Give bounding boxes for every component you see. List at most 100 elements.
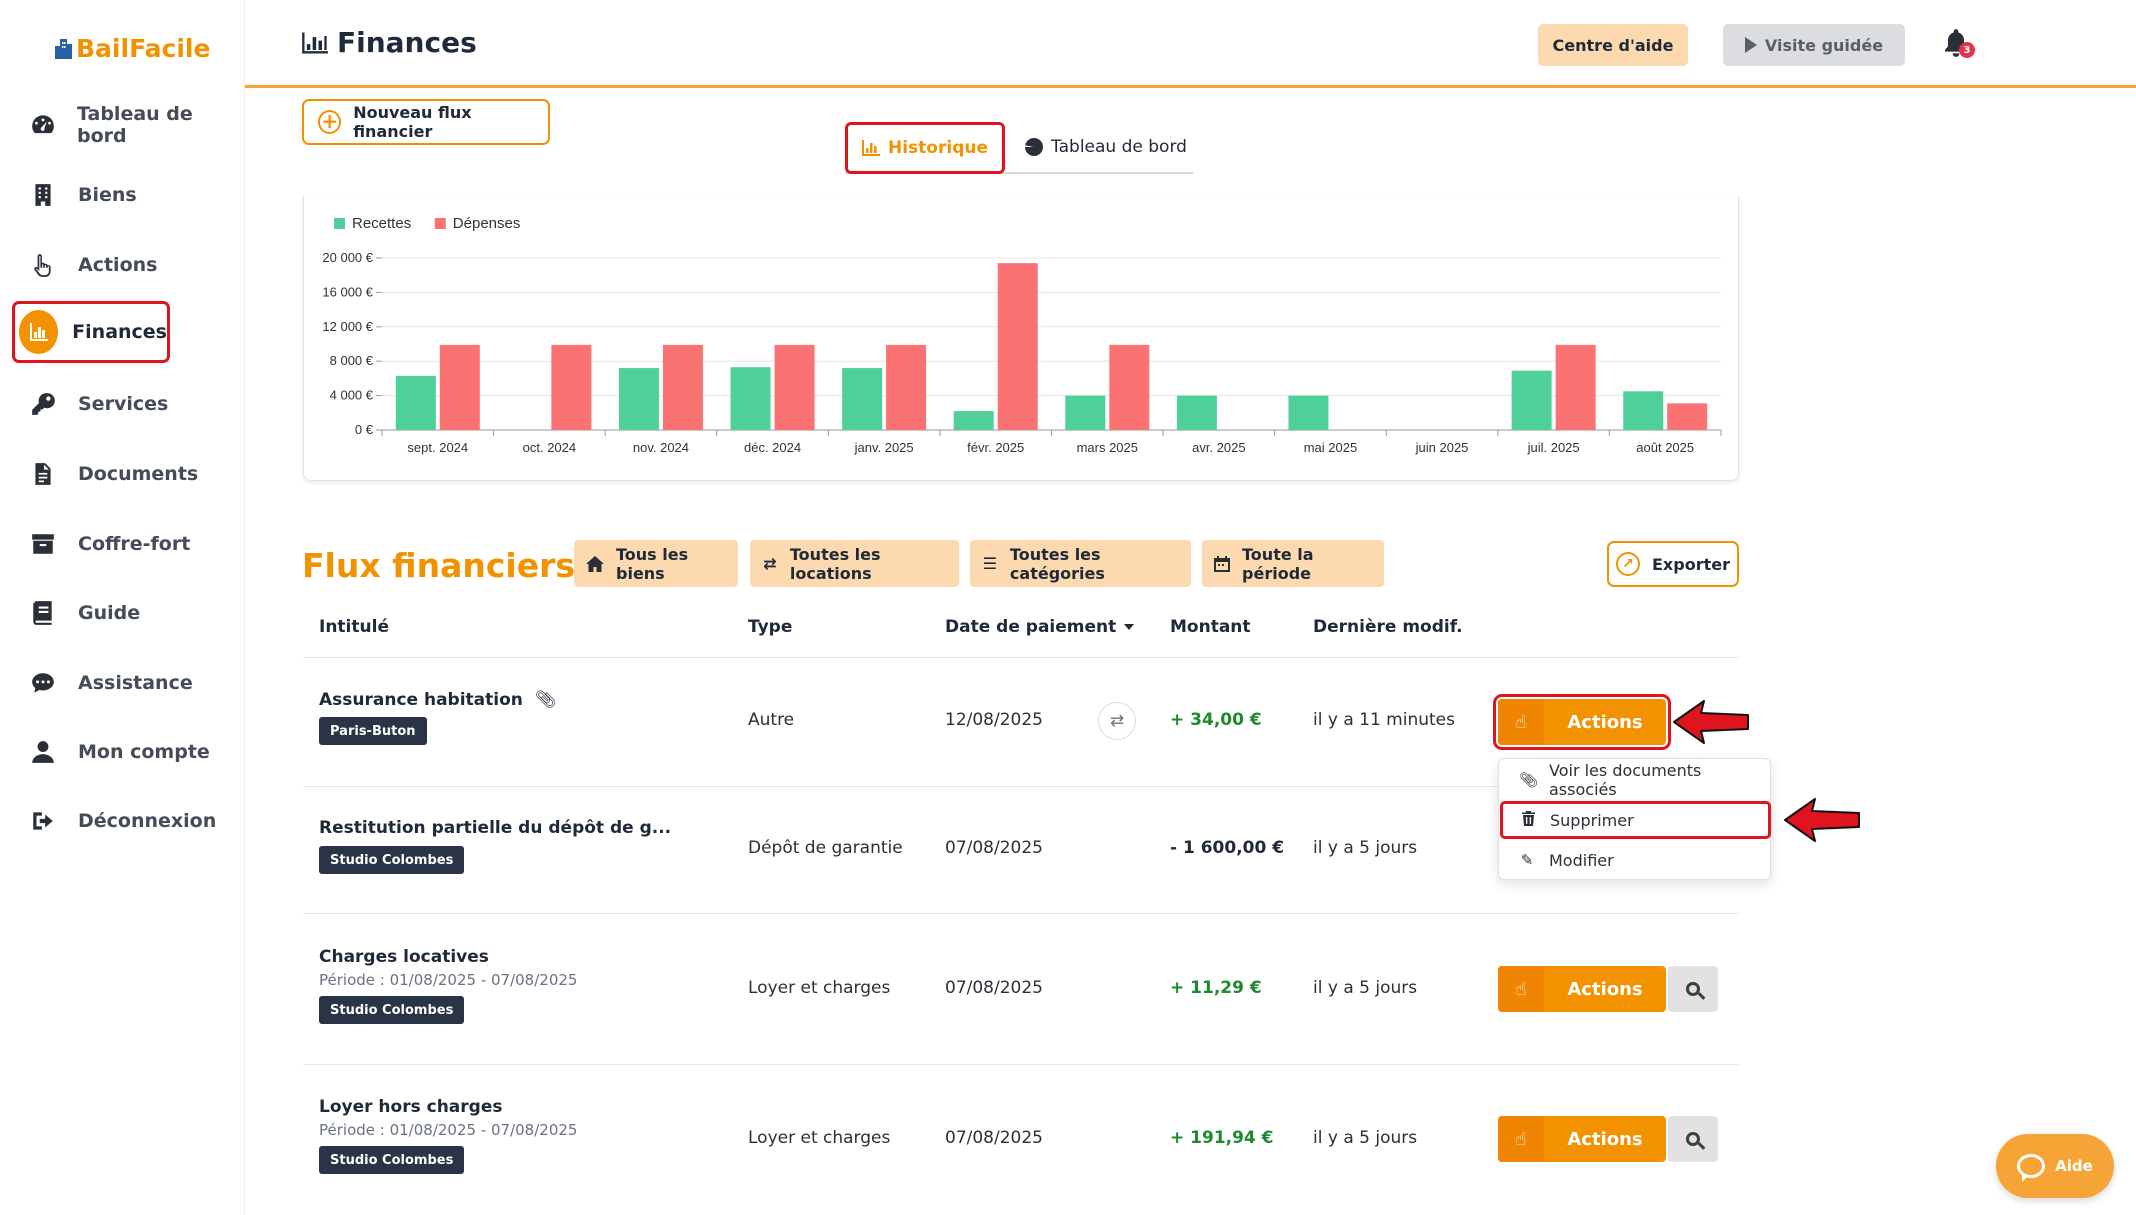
hand-pointer-icon: ☝︎ xyxy=(1498,966,1544,1012)
column-header-label[interactable]: Intitulé xyxy=(319,617,389,637)
menu-item-view-documents[interactable]: 📎︎ Voir les documents associés xyxy=(1499,761,1772,799)
row-last-modified: il y a 11 minutes xyxy=(1313,710,1455,730)
guided-tour-button[interactable]: Visite guidée xyxy=(1723,24,1905,66)
column-header-payment-date[interactable]: Date de paiement xyxy=(945,617,1135,637)
row-type: Loyer et charges xyxy=(748,978,891,998)
hand-pointer-icon: ☝︎ xyxy=(1498,1116,1544,1162)
column-header-type[interactable]: Type xyxy=(748,617,793,637)
row-amount: + 191,94 € xyxy=(1170,1128,1274,1148)
sidebar-item-tableau-de-bord[interactable]: Tableau de bord xyxy=(26,96,244,154)
bar-recettes xyxy=(730,367,771,430)
sidebar-item-documents[interactable]: Documents xyxy=(26,445,198,503)
help-chat-widget[interactable]: Aide xyxy=(1996,1134,2114,1198)
archive-box-icon xyxy=(26,527,60,561)
calendar-icon xyxy=(1214,555,1230,573)
row-title[interactable]: Assurance habitation 📎︎ xyxy=(319,690,556,710)
logout-icon xyxy=(26,804,60,838)
column-header-last-modified[interactable]: Dernière modif. xyxy=(1313,617,1463,637)
bar-depenses xyxy=(1555,344,1596,430)
filter-all-rentals[interactable]: ⇄ Toutes les locations xyxy=(750,540,959,587)
column-header-amount[interactable]: Montant xyxy=(1170,617,1251,637)
tab-tableau-de-bord[interactable]: Tableau de bord xyxy=(1019,122,1193,172)
bar-depenses xyxy=(662,344,703,430)
menu-item-edit[interactable]: ✎ Modifier xyxy=(1499,841,1772,879)
bar-recettes xyxy=(1065,395,1106,430)
play-icon xyxy=(1744,37,1757,53)
legend-label: Recettes xyxy=(352,215,411,232)
view-details-button[interactable] xyxy=(1668,966,1718,1012)
dashboard-gauge-icon xyxy=(26,108,59,142)
new-financial-flow-button[interactable]: + Nouveau flux financier xyxy=(302,99,550,145)
notifications-bell[interactable]: 3 xyxy=(1942,28,1976,62)
y-tick-label: 12 000 € xyxy=(322,319,373,334)
sidebar-item-label: Finances xyxy=(72,321,167,343)
list-icon: ☰ xyxy=(982,554,998,573)
actions-button[interactable]: ☝︎ Actions xyxy=(1498,1116,1666,1162)
row-period: Période : 01/08/2025 - 07/08/2025 xyxy=(319,1121,578,1139)
sidebar-item-deconnexion[interactable]: Déconnexion xyxy=(26,792,216,850)
sidebar-item-label: Services xyxy=(78,393,169,415)
chat-bubble-icon xyxy=(26,666,60,700)
x-tick-label: oct. 2024 xyxy=(523,440,577,455)
sidebar-item-assistance[interactable]: Assistance xyxy=(26,654,193,712)
filter-all-properties[interactable]: Tous les biens xyxy=(574,540,738,587)
pencil-icon: ✎ xyxy=(1520,851,1534,869)
help-chat-label: Aide xyxy=(2055,1157,2093,1175)
sidebar-item-biens[interactable]: Biens xyxy=(26,166,137,224)
hand-pointer-icon: ☝︎ xyxy=(1498,699,1544,745)
row-title[interactable]: Charges locatives xyxy=(319,947,489,967)
sidebar-item-label: Assistance xyxy=(78,672,193,694)
actions-button[interactable]: ☝︎ Actions xyxy=(1493,694,1671,750)
bar-depenses xyxy=(551,344,592,430)
tab-historique[interactable]: Historique xyxy=(845,122,1005,174)
actions-dropdown-menu: 📎︎ Voir les documents associés Supprimer… xyxy=(1498,758,1771,880)
sidebar-item-finances[interactable]: Finances xyxy=(12,301,170,363)
y-tick-label: 16 000 € xyxy=(322,284,373,299)
actions-button-label: Actions xyxy=(1567,978,1643,1000)
row-title[interactable]: Restitution partielle du dépôt de g... xyxy=(319,818,672,838)
key-icon xyxy=(26,387,60,421)
filter-all-period[interactable]: Toute la période xyxy=(1202,540,1384,587)
actions-button-label: Actions xyxy=(1567,1128,1643,1150)
bar-chart-icon xyxy=(19,310,59,354)
bar-depenses xyxy=(1667,403,1708,430)
x-tick-label: juil. 2025 xyxy=(1527,440,1580,455)
filter-all-categories[interactable]: ☰ Toutes les catégories xyxy=(970,540,1191,587)
x-tick-label: janv. 2025 xyxy=(854,440,914,455)
export-button[interactable]: ↗ Exporter xyxy=(1607,541,1739,587)
sidebar-item-services[interactable]: Services xyxy=(26,375,168,433)
sidebar-item-label: Coffre-fort xyxy=(78,533,191,555)
bar-recettes xyxy=(1176,395,1217,430)
x-tick-label: févr. 2025 xyxy=(967,440,1024,455)
section-title: Flux financiers xyxy=(302,546,576,585)
row-amount: - 1 600,00 € xyxy=(1170,838,1285,858)
menu-item-label: Supprimer xyxy=(1550,810,1634,830)
row-title[interactable]: Loyer hors charges xyxy=(319,1097,503,1117)
red-arrow-annotation xyxy=(1673,700,1749,744)
sidebar-item-actions[interactable]: Actions xyxy=(26,236,157,294)
brand-logo[interactable]: BailFacile xyxy=(55,34,210,63)
property-tag: Studio Colombes xyxy=(319,996,465,1024)
tab-tableau-de-bord-label: Tableau de bord xyxy=(1051,137,1187,157)
row-amount: + 34,00 € xyxy=(1170,710,1262,730)
row-date: 07/08/2025 xyxy=(945,1128,1043,1148)
tab-historique-label: Historique xyxy=(888,138,988,158)
guided-tour-label: Visite guidée xyxy=(1764,35,1884,55)
bar-recettes xyxy=(1623,391,1664,430)
filter-all-rentals-label: Toutes les locations xyxy=(789,544,881,583)
bar-chart: 0 € 4 000 € 8 000 € 12 000 € 16 000 € 20 000 … xyxy=(322,215,1722,455)
help-center-button[interactable]: Centre d'aide xyxy=(1538,24,1688,66)
bar-chart-icon xyxy=(862,140,880,156)
menu-item-delete[interactable]: Supprimer xyxy=(1500,801,1771,839)
x-tick-label: nov. 2024 xyxy=(633,440,689,455)
sidebar-item-guide[interactable]: Guide xyxy=(26,584,140,642)
export-arrow-icon: ↗ xyxy=(1616,552,1640,576)
view-tabs: Historique Tableau de bord xyxy=(845,122,1193,174)
sidebar-item-mon-compte[interactable]: Mon compte xyxy=(26,723,210,781)
red-arrow-annotation xyxy=(1784,798,1860,842)
actions-button[interactable]: ☝︎ Actions xyxy=(1498,966,1666,1012)
building-logo-icon xyxy=(55,39,72,59)
bar-depenses xyxy=(1109,344,1150,430)
view-details-button[interactable] xyxy=(1668,1116,1718,1162)
sidebar-item-coffre-fort[interactable]: Coffre-fort xyxy=(26,515,190,573)
